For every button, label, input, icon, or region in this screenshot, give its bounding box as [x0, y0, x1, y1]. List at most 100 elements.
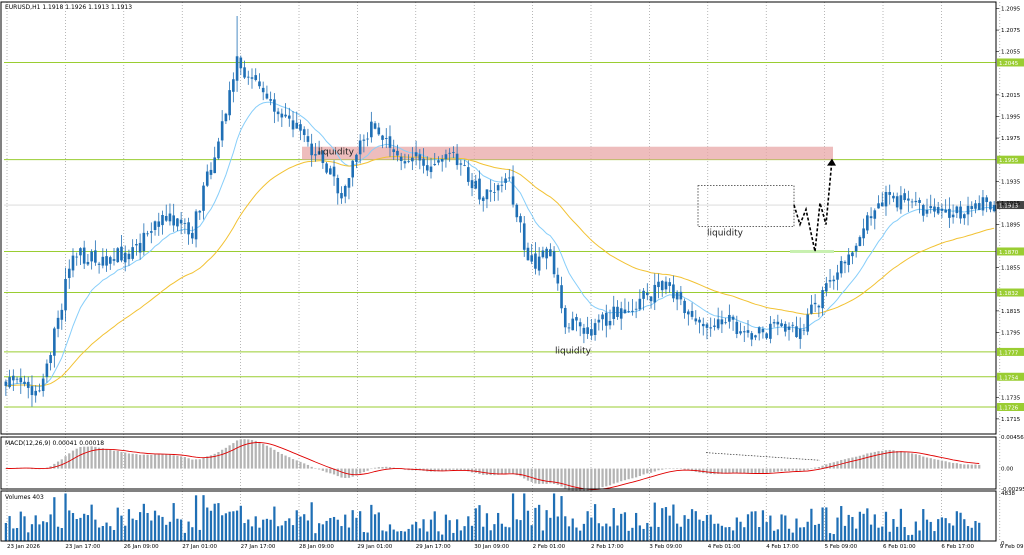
candle: [213, 146, 217, 174]
candle-body: [660, 281, 664, 291]
macd-histogram-bar: [194, 459, 198, 469]
macd-histogram-bar: [433, 468, 436, 472]
volume-bar: [34, 515, 37, 541]
candle: [590, 318, 593, 341]
volume-bar: [422, 519, 425, 541]
candle: [239, 55, 243, 76]
volume-axis-label: 0: [1001, 541, 1005, 547]
candle-body: [597, 319, 601, 323]
price-tick-label: 1.1935: [1001, 179, 1021, 185]
volume-bar: [131, 518, 134, 541]
macd-histogram-bar: [814, 467, 817, 469]
level-price-label: 1.1832: [999, 291, 1018, 297]
candle: [466, 160, 470, 186]
candle: [851, 250, 854, 265]
range-liquidity-label: liquidity: [707, 229, 744, 239]
volume-bar: [750, 511, 753, 541]
level-price-label: 1.2045: [999, 61, 1019, 67]
candle-body: [880, 202, 884, 207]
macd-histogram-bar: [235, 440, 239, 469]
candle: [821, 286, 824, 316]
candle: [284, 103, 287, 118]
candle: [123, 245, 127, 272]
macd-histogram-bar: [459, 468, 462, 471]
candle: [649, 295, 653, 309]
volume-bar: [739, 521, 742, 541]
candle: [94, 240, 97, 266]
candle-body: [452, 152, 455, 153]
macd-histogram-bar: [515, 468, 518, 476]
candle: [138, 233, 142, 260]
candle-body: [664, 281, 668, 290]
candle: [843, 260, 847, 274]
volume-bar: [843, 525, 847, 541]
candle: [116, 247, 120, 263]
candle-body: [399, 156, 403, 162]
candle-body: [806, 314, 809, 332]
volume-bar: [150, 520, 153, 541]
candle-body: [284, 114, 287, 117]
volume-bar: [79, 517, 82, 541]
candle: [683, 298, 686, 319]
candle-body: [41, 378, 45, 392]
candle: [657, 273, 660, 299]
volume-bar: [940, 517, 944, 541]
candle: [970, 201, 974, 218]
candle: [191, 226, 194, 244]
macd-histogram-bar: [325, 468, 328, 473]
candle: [377, 122, 381, 136]
candle: [966, 196, 970, 226]
macd-histogram-bar: [881, 450, 884, 469]
macd-histogram-bar: [310, 466, 313, 469]
candle-body: [317, 151, 321, 155]
candle-body: [698, 319, 701, 323]
candle-body: [224, 113, 228, 122]
macd-histogram-bar: [780, 468, 783, 472]
macd-histogram-bar: [30, 468, 34, 470]
pane-frame: [0, 490, 997, 542]
candle-body: [94, 250, 97, 263]
macd-histogram-bar: [951, 462, 955, 469]
candle: [164, 204, 168, 222]
candle: [287, 107, 291, 127]
volume-bar: [508, 527, 511, 541]
macd-histogram-bar: [825, 464, 828, 469]
volume-bar: [19, 511, 22, 541]
candle-body: [433, 164, 437, 166]
candle-body: [948, 208, 951, 218]
target-band: [790, 249, 834, 253]
candle-body: [12, 375, 15, 381]
macd-histogram-bar: [728, 468, 731, 474]
candle-body: [86, 261, 90, 265]
candle: [619, 301, 623, 330]
candle-body: [575, 317, 578, 321]
candle: [992, 201, 996, 213]
volume-bar: [332, 516, 336, 541]
candle-body: [582, 327, 586, 334]
candle-body: [116, 248, 120, 263]
candle-body: [396, 150, 399, 156]
candle-body: [90, 251, 93, 262]
macd-histogram-bar: [232, 443, 235, 469]
volume-bar: [772, 530, 776, 541]
candle: [795, 316, 798, 338]
volume-bar: [400, 531, 403, 541]
candle-body: [135, 244, 138, 246]
macd-histogram-bar: [661, 468, 664, 470]
candle-body: [787, 326, 791, 330]
candle-body: [138, 242, 142, 253]
pane-frame: [0, 1, 997, 435]
candle-body: [347, 178, 351, 188]
candle: [187, 217, 190, 245]
macd-histogram-bar: [519, 468, 522, 477]
candle: [526, 242, 530, 261]
macd-histogram-bar: [500, 468, 503, 475]
candle: [474, 174, 478, 190]
candle: [314, 142, 317, 162]
volume-bar: [198, 529, 201, 541]
price-tick-label: 1.1915: [1001, 201, 1021, 207]
macd-histogram-bar: [392, 467, 395, 469]
macd-histogram-bar: [903, 451, 906, 469]
candle-body: [332, 166, 336, 177]
